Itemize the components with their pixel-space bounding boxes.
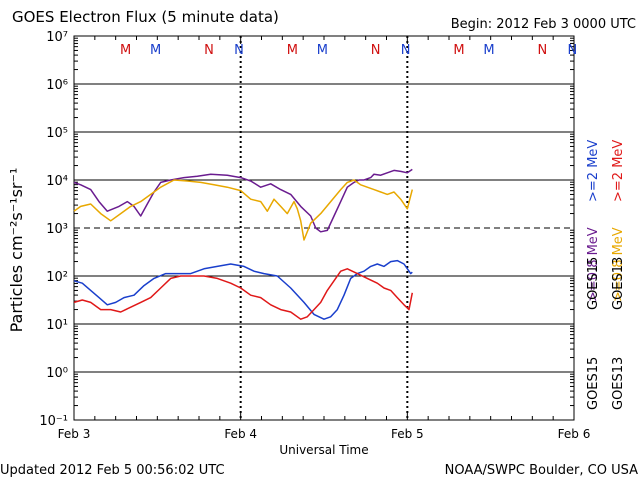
local-time-marker: M	[120, 43, 131, 58]
series-line	[73, 179, 414, 241]
series-line	[73, 259, 413, 320]
local-time-marker: M	[317, 43, 328, 58]
local-time-marker: N	[371, 43, 381, 58]
local-time-marker: M	[453, 43, 464, 58]
y-tick-label: 10⁰	[46, 366, 68, 381]
y-tick-label: 10⁶	[46, 78, 68, 93]
legend-entry: GOES13	[611, 257, 626, 310]
local-time-marker: N	[401, 43, 411, 58]
local-time-marker: N	[204, 43, 214, 58]
y-tick-label: 10⁻¹	[39, 414, 68, 429]
local-time-marker: N	[537, 43, 547, 58]
x-tick-label: Feb 3	[58, 427, 91, 441]
legend-entry: GOES13	[611, 357, 626, 410]
y-tick-label: 10³	[46, 222, 68, 237]
legend-energy: >=2 MeV	[611, 140, 626, 202]
series-line	[73, 268, 414, 320]
local-time-marker: M	[287, 43, 298, 58]
local-time-marker: N	[567, 43, 577, 58]
legend-energy: >=0.8 MeV	[586, 227, 601, 302]
legend-energy: >=2 MeV	[586, 140, 601, 202]
x-tick-label: Feb 6	[558, 427, 591, 441]
legend-energy: >=0.8 MeV	[611, 227, 626, 302]
y-axis-label: Particles cm⁻²s⁻¹sr⁻¹	[7, 168, 26, 333]
x-tick-label: Feb 5	[391, 427, 424, 441]
local-time-marker: M	[150, 43, 161, 58]
begin-time-label: Begin: 2012 Feb 3 0000 UTC	[451, 17, 636, 32]
updated-timestamp: Updated 2012 Feb 5 00:56:02 UTC	[0, 463, 225, 478]
local-time-marker: M	[483, 43, 494, 58]
y-tick-label: 10²	[46, 270, 68, 285]
y-tick-label: 10⁴	[46, 174, 68, 189]
y-tick-label: 10¹	[46, 318, 68, 333]
y-tick-label: 10⁷	[46, 30, 68, 45]
chart-title: GOES Electron Flux (5 minute data)	[12, 8, 279, 26]
credit-label: NOAA/SWPC Boulder, CO USA	[445, 463, 638, 478]
x-tick-label: Feb 4	[224, 427, 257, 441]
x-axis-label: Universal Time	[279, 443, 368, 457]
legend-entry: GOES15	[586, 357, 601, 410]
legend-entry: GOES15	[586, 257, 601, 310]
y-tick-label: 10⁵	[46, 126, 68, 141]
local-time-marker: N	[234, 43, 244, 58]
